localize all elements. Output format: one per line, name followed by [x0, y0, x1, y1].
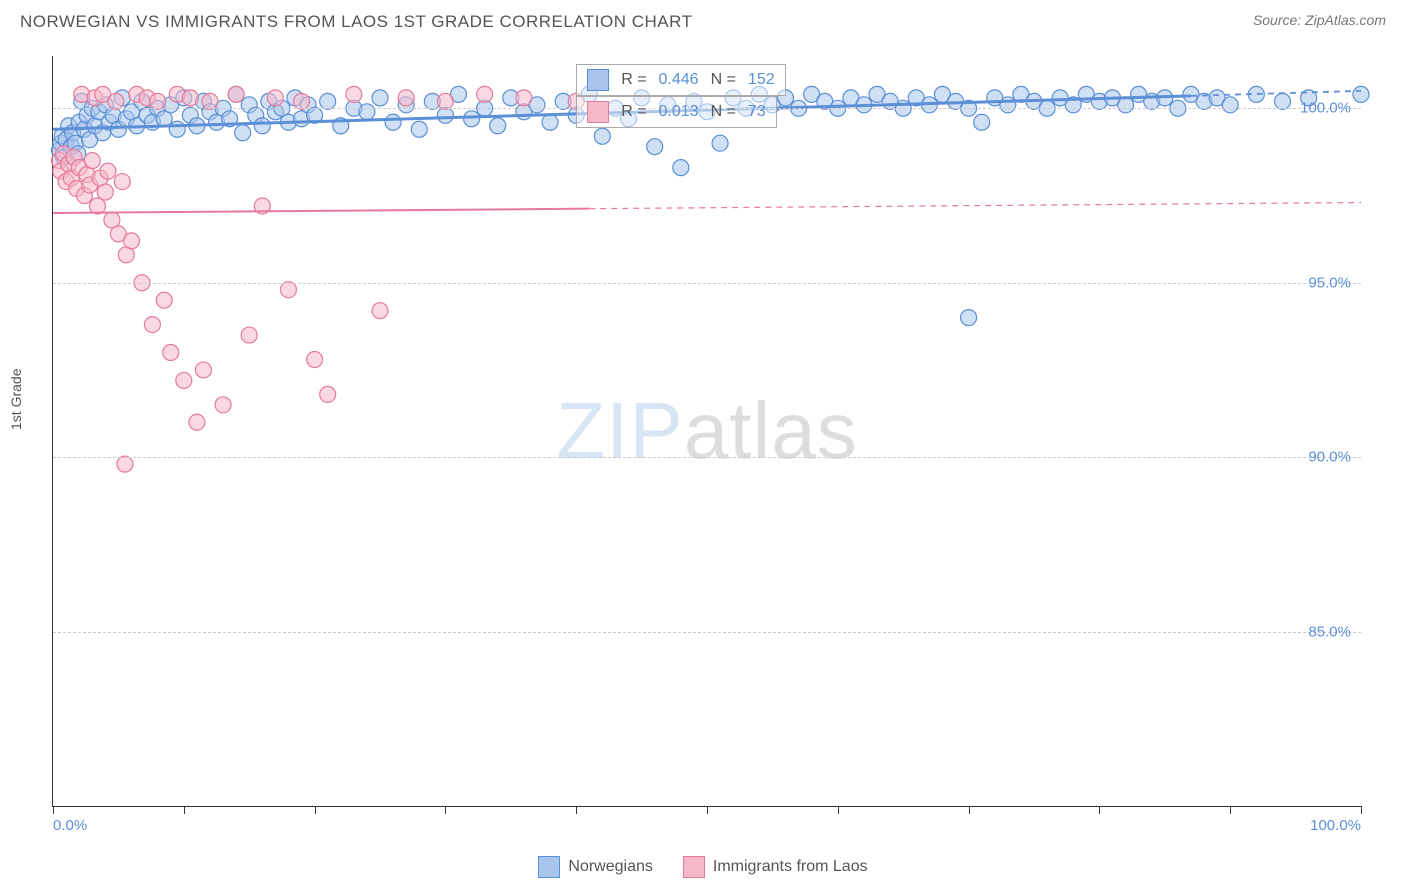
- scatter-point: [280, 282, 296, 298]
- legend-r-label: R =: [621, 71, 646, 89]
- x-tick: [707, 806, 708, 814]
- scatter-point: [294, 93, 310, 109]
- x-tick: [315, 806, 316, 814]
- legend-swatch: [538, 856, 560, 878]
- scatter-point: [1000, 97, 1016, 113]
- scatter-point: [320, 93, 336, 109]
- scatter-point: [385, 114, 401, 130]
- legend-swatch: [587, 101, 609, 123]
- scatter-point: [647, 139, 663, 155]
- legend-n-label: N =: [711, 71, 736, 89]
- scatter-point: [398, 90, 414, 106]
- legend-label: Immigrants from Laos: [713, 858, 868, 876]
- chart-title: NORWEGIAN VS IMMIGRANTS FROM LAOS 1ST GR…: [20, 12, 693, 32]
- scatter-point: [176, 372, 192, 388]
- legend-r-label: R =: [621, 103, 646, 121]
- legend-label: Norwegians: [568, 858, 652, 876]
- legend-n-value: 73: [748, 103, 766, 121]
- correlation-legend-row: R = 0.013 N = 73: [576, 96, 777, 128]
- scatter-point: [359, 104, 375, 120]
- scatter-point: [156, 292, 172, 308]
- x-tick: [53, 806, 54, 814]
- x-tick: [838, 806, 839, 814]
- y-axis-label: 1st Grade: [8, 369, 24, 430]
- scatter-point: [437, 93, 453, 109]
- y-tick-label: 90.0%: [1308, 449, 1351, 466]
- legend-item: Norwegians: [538, 856, 652, 878]
- scatter-point: [307, 351, 323, 367]
- y-tick-label: 85.0%: [1308, 623, 1351, 640]
- legend-swatch: [683, 856, 705, 878]
- scatter-point: [108, 93, 124, 109]
- scatter-point: [516, 90, 532, 106]
- scatter-point: [215, 397, 231, 413]
- scatter-point: [235, 125, 251, 141]
- x-tick: [1361, 806, 1362, 814]
- x-tick: [1099, 806, 1100, 814]
- bottom-legend: Norwegians Immigrants from Laos: [0, 856, 1406, 878]
- scatter-point: [150, 93, 166, 109]
- x-tick: [445, 806, 446, 814]
- scatter-point: [84, 153, 100, 169]
- source-label: Source: ZipAtlas.com: [1253, 12, 1386, 28]
- y-tick-label: 95.0%: [1308, 274, 1351, 291]
- scatter-point: [123, 233, 139, 249]
- scatter-point: [542, 114, 558, 130]
- trend-line-solid: [53, 209, 589, 213]
- scatter-point: [100, 163, 116, 179]
- scatter-point: [464, 111, 480, 127]
- scatter-point: [673, 160, 689, 176]
- scatter-point: [372, 303, 388, 319]
- scatter-point: [228, 86, 244, 102]
- gridline: [53, 632, 1361, 633]
- scatter-point: [114, 174, 130, 190]
- chart-header: NORWEGIAN VS IMMIGRANTS FROM LAOS 1ST GR…: [0, 0, 1406, 60]
- scatter-point: [97, 184, 113, 200]
- scatter-point: [594, 128, 610, 144]
- scatter-point: [411, 121, 427, 137]
- legend-swatch: [587, 69, 609, 91]
- scatter-point: [163, 345, 179, 361]
- gridline: [53, 457, 1361, 458]
- legend-n-label: N =: [711, 103, 736, 121]
- scatter-point: [189, 414, 205, 430]
- x-tick-label-right: 100.0%: [1310, 817, 1361, 834]
- x-tick: [184, 806, 185, 814]
- gridline: [53, 283, 1361, 284]
- scatter-point: [202, 93, 218, 109]
- scatter-point: [182, 90, 198, 106]
- scatter-point: [961, 310, 977, 326]
- scatter-point: [241, 327, 257, 343]
- scatter-point: [477, 86, 493, 102]
- x-tick: [576, 806, 577, 814]
- legend-item: Immigrants from Laos: [683, 856, 868, 878]
- y-tick-label: 100.0%: [1300, 100, 1351, 117]
- x-tick: [1230, 806, 1231, 814]
- scatter-point: [117, 456, 133, 472]
- chart-svg: [53, 56, 1361, 806]
- scatter-point: [1222, 97, 1238, 113]
- scatter-point: [372, 90, 388, 106]
- scatter-point: [490, 118, 506, 134]
- x-tick-label-left: 0.0%: [53, 817, 87, 834]
- scatter-point: [974, 114, 990, 130]
- legend-n-value: 152: [748, 71, 775, 89]
- legend-r-value: 0.446: [659, 71, 699, 89]
- scatter-point: [267, 90, 283, 106]
- scatter-point: [712, 135, 728, 151]
- scatter-point: [320, 386, 336, 402]
- trend-line-dashed: [589, 203, 1361, 209]
- scatter-point: [144, 317, 160, 333]
- scatter-point: [195, 362, 211, 378]
- legend-r-value: 0.013: [659, 103, 699, 121]
- scatter-point: [1275, 93, 1291, 109]
- scatter-point: [346, 86, 362, 102]
- correlation-legend-row: R = 0.446 N = 152: [576, 64, 785, 96]
- scatter-point: [254, 118, 270, 134]
- scatter-point: [1353, 86, 1369, 102]
- plot-area: ZIPatlas 85.0%90.0%95.0%100.0%0.0%100.0%…: [52, 56, 1361, 807]
- x-tick: [969, 806, 970, 814]
- scatter-point: [169, 121, 185, 137]
